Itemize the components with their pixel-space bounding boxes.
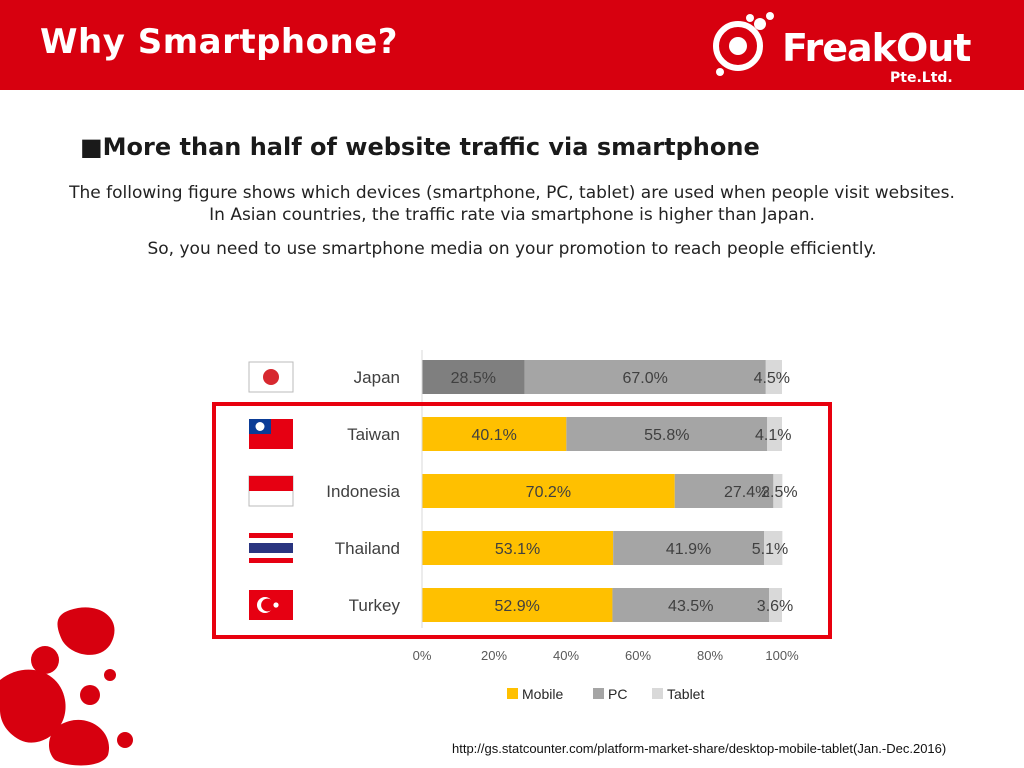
decorative-splatter bbox=[0, 607, 133, 766]
data-label-tablet: 4.1% bbox=[755, 427, 791, 444]
legend-swatch-tablet bbox=[652, 688, 663, 699]
legend-label-pc: PC bbox=[608, 686, 627, 702]
logo-sub-text: Pte.Ltd. bbox=[890, 70, 953, 86]
page-number: 10 bbox=[24, 740, 50, 761]
x-tick-label: 80% bbox=[697, 648, 723, 663]
source-citation: http://gs.statcounter.com/platform-marke… bbox=[452, 741, 947, 756]
x-tick-label: 100% bbox=[765, 648, 799, 663]
x-tick-label: 40% bbox=[553, 648, 579, 663]
x-tick-label: 60% bbox=[625, 648, 651, 663]
data-label-pc: 55.8% bbox=[644, 427, 689, 444]
bar-mobile bbox=[422, 531, 614, 565]
bar-pc bbox=[612, 588, 770, 622]
bar-pc bbox=[524, 360, 766, 394]
header-bar: Why Smartphone? FreakOut Pte.Ltd. bbox=[0, 0, 1024, 90]
legend-swatch-pc bbox=[593, 688, 604, 699]
section-heading: ■More than half of website traffic via s… bbox=[80, 133, 760, 161]
bar-mobile bbox=[422, 360, 525, 394]
data-label-mobile: 70.2% bbox=[526, 484, 571, 501]
legend-label-mobile: Mobile bbox=[522, 686, 563, 702]
description-paragraph-1: The following figure shows which devices… bbox=[69, 183, 955, 225]
data-label-tablet: 5.1% bbox=[752, 541, 788, 558]
bar-mobile bbox=[422, 417, 567, 451]
data-label-pc: 67.0% bbox=[623, 370, 668, 387]
legend-label-tablet: Tablet bbox=[667, 686, 704, 702]
category-label: Taiwan bbox=[347, 425, 400, 444]
data-label-tablet: 3.6% bbox=[757, 598, 793, 615]
highlight-box bbox=[212, 402, 832, 639]
category-label: Indonesia bbox=[326, 482, 400, 501]
bar-tablet bbox=[764, 531, 783, 565]
turkey-flag-icon bbox=[249, 590, 293, 620]
bar-pc bbox=[674, 474, 774, 508]
data-label-pc: 43.5% bbox=[668, 598, 713, 615]
data-label-tablet: 2.5% bbox=[761, 484, 797, 501]
data-label-pc: 27.4% bbox=[724, 484, 769, 501]
category-label: Thailand bbox=[335, 539, 400, 558]
bar-tablet bbox=[773, 474, 783, 508]
bar-pc bbox=[566, 417, 768, 451]
bar-mobile bbox=[422, 474, 675, 508]
taiwan-flag-icon bbox=[249, 419, 293, 449]
data-label-mobile: 52.9% bbox=[495, 598, 540, 615]
description-paragraph-2: So, you need to use smartphone media on … bbox=[147, 239, 877, 259]
bar-tablet bbox=[769, 588, 782, 622]
bar-tablet bbox=[765, 360, 782, 394]
legend-swatch-mobile bbox=[507, 688, 518, 699]
data-label-mobile: 40.1% bbox=[471, 427, 516, 444]
data-label-mobile: 53.1% bbox=[495, 541, 540, 558]
japan-flag-icon bbox=[248, 361, 294, 393]
bar-tablet bbox=[767, 417, 782, 451]
category-label: Japan bbox=[354, 368, 400, 387]
x-tick-label: 0% bbox=[413, 648, 432, 663]
data-label-mobile: 28.5% bbox=[451, 370, 496, 387]
data-label-pc: 41.9% bbox=[666, 541, 711, 558]
bar-pc bbox=[613, 531, 764, 565]
page-title: Why Smartphone? bbox=[40, 22, 398, 62]
freakout-logo: FreakOut Pte.Ltd. bbox=[708, 10, 998, 86]
x-tick-label: 20% bbox=[481, 648, 507, 663]
indonesia-flag-icon bbox=[248, 475, 294, 507]
bar-mobile bbox=[422, 588, 613, 622]
data-label-tablet: 4.5% bbox=[754, 370, 790, 387]
thailand-flag-icon bbox=[249, 533, 293, 563]
category-label: Turkey bbox=[349, 596, 401, 615]
logo-mark-icon bbox=[713, 12, 774, 76]
logo-brand-text: FreakOut bbox=[782, 26, 971, 70]
